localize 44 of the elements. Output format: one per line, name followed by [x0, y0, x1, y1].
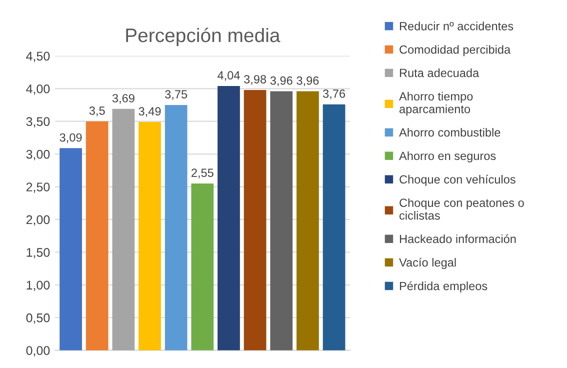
bar: [60, 148, 82, 350]
data-label: 3,98: [244, 75, 266, 85]
y-tick-label: 0,00: [26, 346, 50, 356]
y-tick-label: 1,00: [26, 280, 50, 292]
y-tick-label: 1,50: [26, 248, 50, 258]
legend-label: Ahorro en seguros: [399, 151, 496, 162]
y-tick-label: 0,50: [26, 313, 50, 324]
legend-label: Choque con vehículos: [400, 174, 516, 186]
data-label: 3,49: [138, 107, 161, 117]
bar: [112, 108, 135, 350]
y-tick-label: 4,50: [26, 52, 50, 62]
legend-label: Vacío legal: [399, 258, 456, 269]
legend-label: Ahorro tiempo aparcamiento: [399, 92, 473, 116]
data-label: 2,55: [192, 168, 214, 178]
bar: [138, 122, 161, 350]
legend-label: Ahorro combustible: [399, 128, 500, 137]
data-label: 3,5: [89, 106, 105, 116]
legend-label: Pérdida empleos: [400, 281, 488, 293]
bar: [164, 105, 188, 350]
data-label: 3,75: [165, 90, 188, 100]
bar: [296, 91, 319, 350]
y-tick-label: 3,00: [26, 150, 50, 160]
data-label: 4,04: [218, 71, 240, 81]
y-tick-label: 3,50: [26, 117, 50, 128]
data-label: 3,76: [323, 89, 346, 100]
bar: [86, 121, 108, 350]
legend-label: Choque con peatones o ciclistas: [400, 198, 524, 220]
bar: [218, 86, 240, 350]
data-label: 3,96: [296, 76, 319, 86]
legend-label: Hackeado información: [400, 234, 516, 244]
legend-label: Reducir nº accidentes: [400, 22, 514, 30]
y-tick-label: 4,00: [26, 84, 50, 95]
chart-title: Percepción media: [126, 28, 280, 46]
data-label: 3,09: [60, 133, 82, 144]
bar: [270, 91, 293, 350]
bar: [191, 184, 214, 350]
data-label: 3,96: [270, 76, 292, 86]
legend-label: Ruta adecuada: [400, 68, 480, 78]
bar: [322, 104, 346, 350]
legend-label: Comodidad percibida: [400, 45, 511, 56]
bar: [244, 90, 266, 350]
y-tick-label: 2,50: [26, 182, 50, 193]
data-label: 3,69: [112, 94, 134, 104]
y-tick-label: 2,00: [26, 215, 50, 226]
